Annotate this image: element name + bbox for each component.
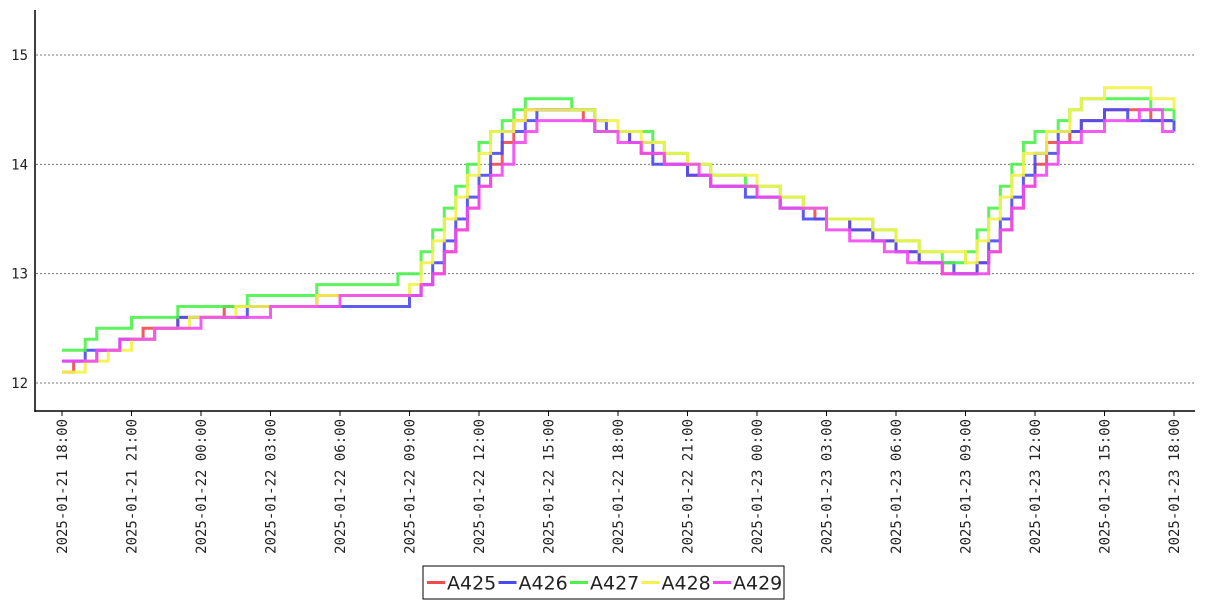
x-tick-label: 2025-01-23 03:00 [820,419,836,554]
x-axis-ticks: 2025-01-21 18:00 2025-01-21 21:00 2025-01-… [55,411,1183,554]
legend-entry-a427: A427 [590,573,639,595]
x-tick-label: 2025-01-22 12:00 [472,419,488,554]
y-tick-label: 14 [11,157,28,173]
x-tick-label: 2025-01-21 21:00 [125,419,141,554]
legend-entry-a425: A425 [447,573,496,595]
x-tick-label: 2025-01-21 18:00 [55,419,71,554]
x-tick-label: 2025-01-22 03:00 [264,419,280,554]
x-tick-label: 2025-01-23 18:00 [1167,419,1183,554]
y-tick-label: 15 [11,48,28,64]
axes [34,10,1195,412]
x-tick-label: 2025-01-22 18:00 [611,419,627,554]
x-tick-label: 2025-01-22 21:00 [681,419,697,554]
y-tick-label: 13 [11,267,28,283]
series-line-a425 [62,108,1174,374]
y-tick-label: 12 [11,376,28,392]
series-line-a426 [62,108,1176,363]
x-tick-label: 2025-01-22 06:00 [333,419,349,554]
series-lines [62,86,1176,374]
x-tick-label: 2025-01-23 15:00 [1098,419,1114,554]
x-tick-label: 2025-01-23 12:00 [1028,419,1044,554]
x-tick-label: 2025-01-22 09:00 [403,419,419,554]
x-tick-label: 2025-01-22 00:00 [194,419,210,554]
y-axis-ticks: 12 13 14 15 [11,48,28,392]
x-tick-label: 2025-01-23 00:00 [750,419,766,554]
grid-lines [36,54,1195,384]
legend-entry-a428: A428 [662,573,711,595]
x-tick-label: 2025-01-23 06:00 [889,419,905,554]
legend: A425 A426 A427 A428 A429 [422,565,785,600]
x-tick-label: 2025-01-23 09:00 [959,419,975,554]
series-line-a429 [62,108,1174,363]
x-tick-label: 2025-01-22 15:00 [542,419,558,554]
legend-entry-a426: A426 [519,573,568,595]
legend-entry-a429: A429 [733,573,782,595]
